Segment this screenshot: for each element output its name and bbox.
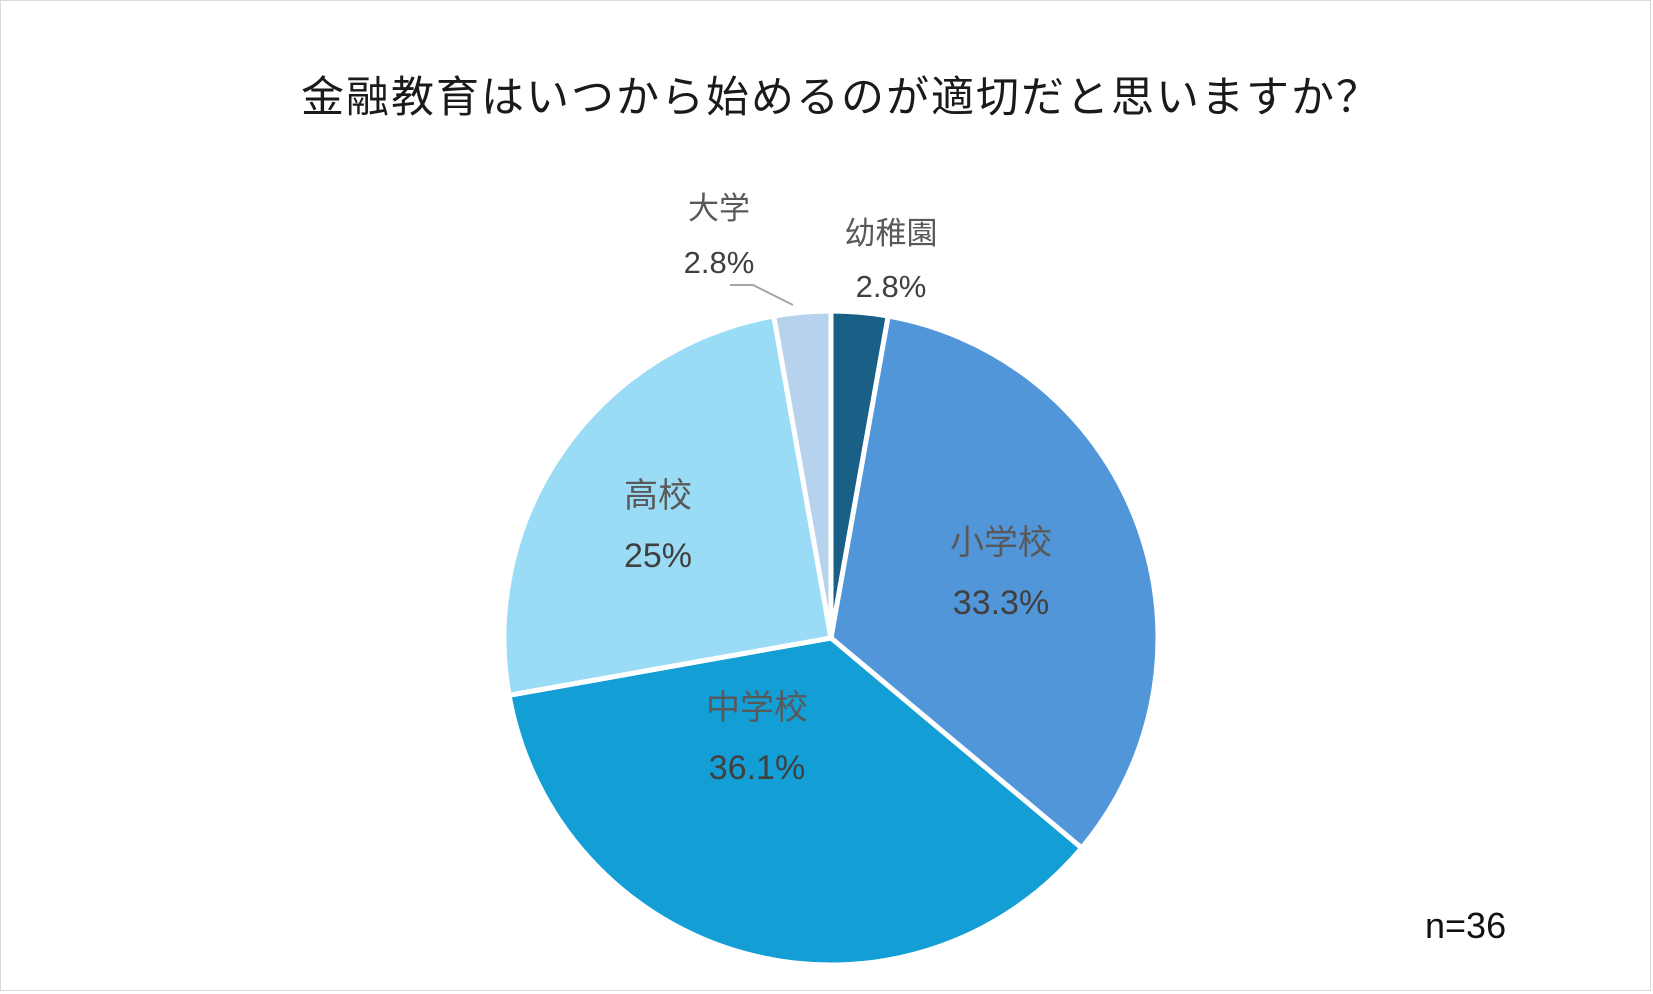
slice-value-elementary-school: 33.3% [953,584,1049,622]
slice-value-high-school: 25% [624,537,692,575]
slice-value-kindergarten: 2.8% [856,269,927,304]
pie-slice-university [771,308,834,641]
pie-slice-high-school [501,313,834,698]
slice-value-junior-high-school: 36.1% [709,749,805,787]
slice-label-kindergarten: 幼稚園 [845,216,938,252]
leader-line-university [730,284,794,306]
slice-label-junior-high-school: 中学校 [706,688,808,728]
slice-label-elementary-school: 小学校 [950,523,1052,563]
slice-label-university: 大学 [688,191,750,227]
sample-size-note: n=36 [1425,905,1507,946]
pie-slice-elementary-school [828,313,1161,851]
slice-label-high-school: 高校 [624,476,692,516]
pie-slice-junior-high-school [506,635,1085,968]
slice-value-university: 2.8% [684,245,755,280]
chart-title: 金融教育はいつから始めるのが適切だと思いますか？ [301,73,1381,123]
